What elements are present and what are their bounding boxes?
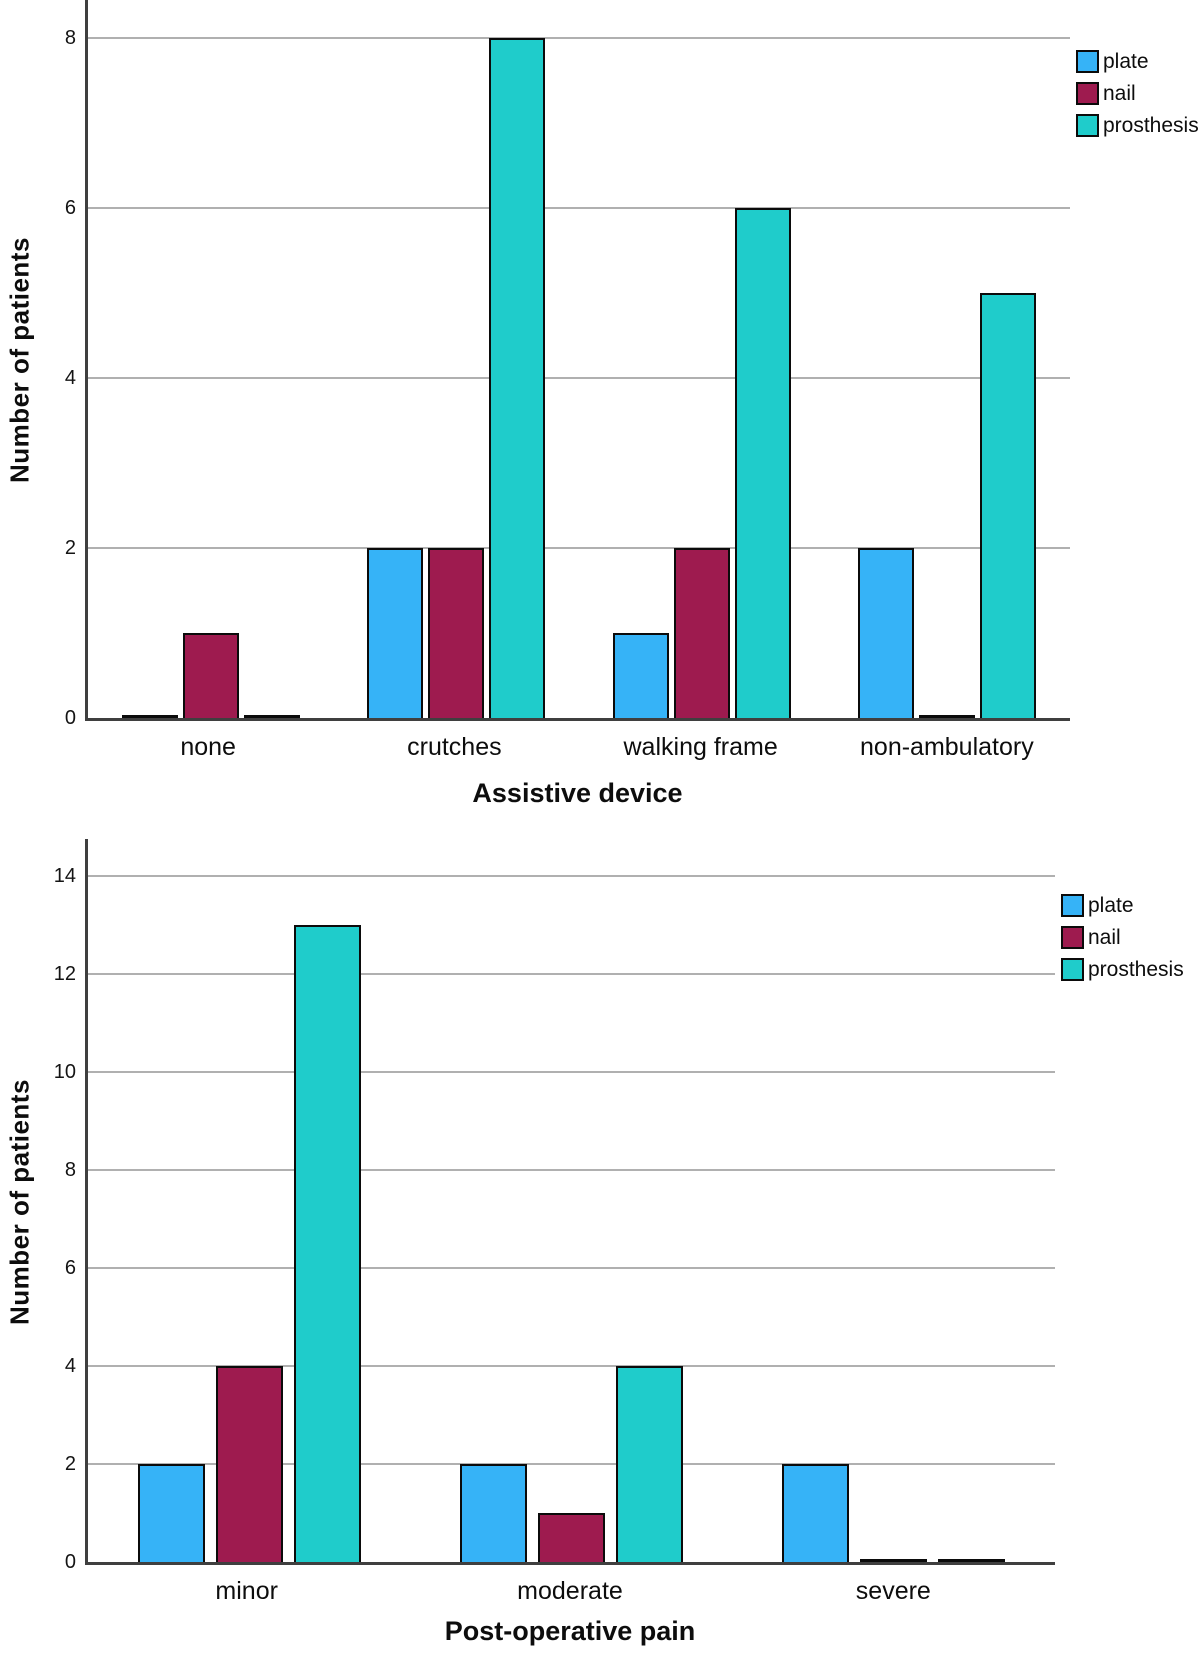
legend-label: prosthesis [1088,958,1184,981]
bar-nail-walking-frame [673,548,730,718]
x-category-label: crutches [407,733,502,761]
bar-plate-crutches [367,548,424,718]
bar-group-crutches [334,0,580,718]
legend-item-plate: plate [1076,50,1199,73]
gridline-y-10 [88,1071,1055,1073]
legend-label: plate [1103,50,1149,73]
bar-nail-minor [215,1366,283,1562]
bar-nail-crutches [428,548,485,718]
y-tick-label: 6 [64,1257,76,1279]
legend-label: plate [1088,894,1134,917]
bar-plate-minor [137,1464,205,1562]
y-tick-label: 0 [64,707,76,729]
bars-layer [88,839,1055,1562]
legend-item-nail: nail [1061,926,1184,949]
gridline-y-2 [88,547,1070,549]
gridline-y-4 [88,377,1070,379]
legend-item-prosthesis: prosthesis [1061,958,1184,981]
plot-area: plate nail prosthesis 0 2 4 6 8 10 12 14 [54,839,1184,1572]
gridline-y-6 [88,1267,1055,1269]
x-category-labels: none crutches walking frame non-ambulatory [85,733,1070,762]
bar-prosthesis-none [243,715,300,718]
bar-group-minor [88,839,410,1562]
y-tick-label: 4 [64,367,76,389]
bar-group-non-ambulatory [825,0,1071,718]
bar-prosthesis-non-ambulatory [980,293,1037,718]
plot-area: plate nail prosthesis 0 2 4 6 8 [65,0,1199,728]
y-tick-label: 6 [64,197,76,219]
y-tick-label: 12 [53,963,76,985]
gridline-y-14 [88,875,1055,877]
gridline-y-2 [88,1463,1055,1465]
legend-label: prosthesis [1103,114,1199,137]
post-operative-pain-chart: Number of patients plate nail prosthesis 0… [0,839,1200,1647]
bar-nail-none [182,633,239,718]
bar-prosthesis-severe [938,1559,1006,1562]
x-category-label: severe [855,1577,931,1605]
legend-item-nail: nail [1076,82,1199,105]
x-category-labels: minor moderate severe [85,1577,1055,1606]
x-axis-title: Assistive device [472,778,683,808]
y-tick-label: 2 [64,537,76,559]
y-tick-label: 8 [64,27,76,49]
bar-nail-non-ambulatory [919,715,976,718]
legend: plate nail prosthesis [1076,50,1199,137]
legend-item-plate: plate [1061,894,1184,917]
legend-swatch-icon [1076,82,1099,105]
legend-swatch-icon [1076,114,1099,137]
legend-swatch-icon [1061,926,1084,949]
legend-swatch-icon [1061,958,1084,981]
bar-plate-none [121,715,178,718]
y-axis-title: Number of patients [4,1079,35,1325]
y-tick-label: 0 [64,1551,76,1573]
legend: plate nail prosthesis [1061,894,1184,981]
y-tick-label: 8 [64,1159,76,1181]
legend-swatch-icon [1061,894,1084,917]
bar-group-severe [733,839,1055,1562]
bar-prosthesis-minor [293,925,361,1562]
gridline-y-12 [88,973,1055,975]
gridline-y-8 [88,37,1070,39]
gridline-y-8 [88,1169,1055,1171]
bar-prosthesis-crutches [489,38,546,718]
legend-item-prosthesis: prosthesis [1076,114,1199,137]
bar-group-none [88,0,334,718]
bars-layer [88,0,1070,718]
legend-swatch-icon [1076,50,1099,73]
y-tick-label: 10 [53,1061,76,1083]
bar-prosthesis-moderate [615,1366,683,1562]
y-tick-label: 14 [53,865,76,887]
legend-label: nail [1103,82,1136,105]
gridline-y-6 [88,207,1070,209]
bar-nail-moderate [537,1513,605,1562]
y-axis-title: Number of patients [4,237,35,484]
x-category-label: non-ambulatory [860,733,1034,761]
bar-plate-non-ambulatory [858,548,915,718]
bar-group-walking-frame [579,0,825,718]
bar-prosthesis-walking-frame [734,208,791,718]
legend-label: nail [1088,926,1121,949]
x-category-label: walking frame [623,733,778,761]
bar-plate-walking-frame [612,633,669,718]
bar-plate-severe [782,1464,850,1562]
x-category-label: none [180,733,236,761]
x-category-label: moderate [517,1577,623,1605]
bar-nail-severe [860,1559,928,1562]
y-tick-label: 4 [64,1355,76,1377]
assistive-device-chart: Number of patients plate nail prosthesis 0… [0,0,1200,809]
y-tick-label: 2 [64,1453,76,1475]
gridline-y-4 [88,1365,1055,1367]
x-axis-title: Post-operative pain [444,1616,696,1646]
x-category-label: minor [215,1577,278,1605]
bar-plate-moderate [459,1464,527,1562]
bar-group-moderate [410,839,732,1562]
